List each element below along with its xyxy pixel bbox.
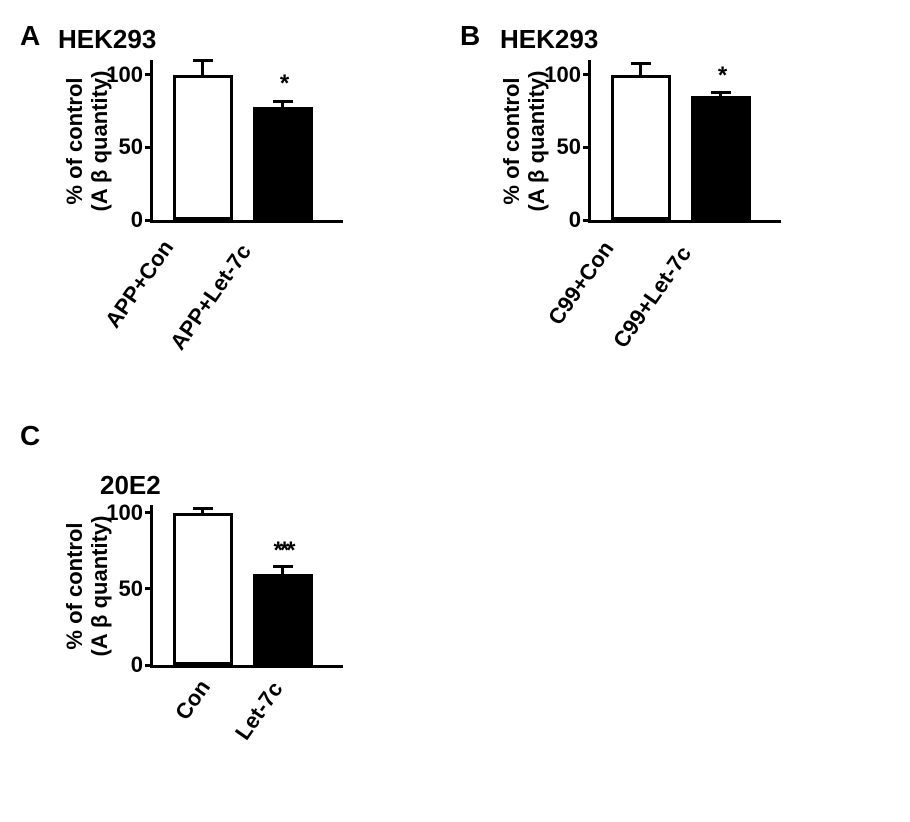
panel-title-b: HEK293 [500, 24, 598, 55]
yaxis-label-a-1: % of control [62, 61, 88, 221]
xlabel-b-1: C99+Let-7c [608, 241, 697, 353]
bar-b-0 [611, 75, 671, 221]
yaxis-label-b-1: % of control [499, 61, 525, 221]
error-cap-a-0 [193, 59, 213, 62]
error-a-0 [201, 60, 204, 75]
chart-c: 0 50 100 *** Con Let-7c [150, 505, 340, 665]
xlabel-b-0: C99+Con [543, 236, 619, 330]
xlabel-c-1: Let-7c [230, 677, 288, 745]
ytick-c-100: 100 [106, 500, 153, 526]
ytick-c-0: 0 [131, 652, 153, 678]
ytick-b-0: 0 [569, 207, 591, 233]
error-cap-c-1 [273, 565, 293, 568]
sig-c-1: *** [273, 537, 292, 565]
plot-area-b: 0 50 100 * [588, 60, 781, 223]
error-cap-c-0 [193, 507, 213, 510]
chart-b: 0 50 100 * C99+Con C99+Let-7c [588, 60, 778, 220]
error-cap-b-1 [711, 91, 731, 94]
plot-area-c: 0 50 100 *** [150, 505, 343, 668]
yaxis-label-b-2: (A β quantity) [524, 61, 550, 221]
plot-area-a: 0 50 100 * [150, 60, 343, 223]
sig-a-1: * [280, 70, 286, 98]
yaxis-label-c-1: % of control [62, 506, 88, 666]
ytick-a-100: 100 [106, 62, 153, 88]
xlabel-c-0: Con [170, 675, 216, 725]
panel-label-c: C [20, 420, 40, 452]
bar-b-1 [691, 96, 751, 220]
ytick-c-50: 50 [119, 576, 153, 602]
bar-c-0 [173, 513, 233, 665]
panel-title-c: 20E2 [100, 470, 161, 501]
ytick-b-50: 50 [557, 134, 591, 160]
error-cap-a-1 [273, 100, 293, 103]
xlabel-a-0: APP+Con [100, 235, 179, 333]
ytick-a-50: 50 [119, 134, 153, 160]
chart-a: 0 50 100 * APP+Con APP+Let-7c [150, 60, 340, 220]
bar-a-1 [253, 107, 313, 221]
bar-c-1 [253, 574, 313, 665]
panel-label-a: A [20, 20, 40, 52]
yaxis-label-c-2: (A β quantity) [87, 506, 113, 666]
ytick-b-100: 100 [544, 62, 591, 88]
yaxis-label-a-2: (A β quantity) [87, 61, 113, 221]
sig-b-1: * [718, 62, 724, 90]
xlabel-a-1: APP+Let-7c [165, 239, 257, 355]
error-cap-b-0 [631, 62, 651, 65]
panel-label-b: B [460, 20, 480, 52]
ytick-a-0: 0 [131, 207, 153, 233]
bar-a-0 [173, 75, 233, 221]
panel-title-a: HEK293 [58, 24, 156, 55]
figure-root: A HEK293 0 50 100 * APP+Con APP+Let-7c %… [0, 0, 910, 822]
